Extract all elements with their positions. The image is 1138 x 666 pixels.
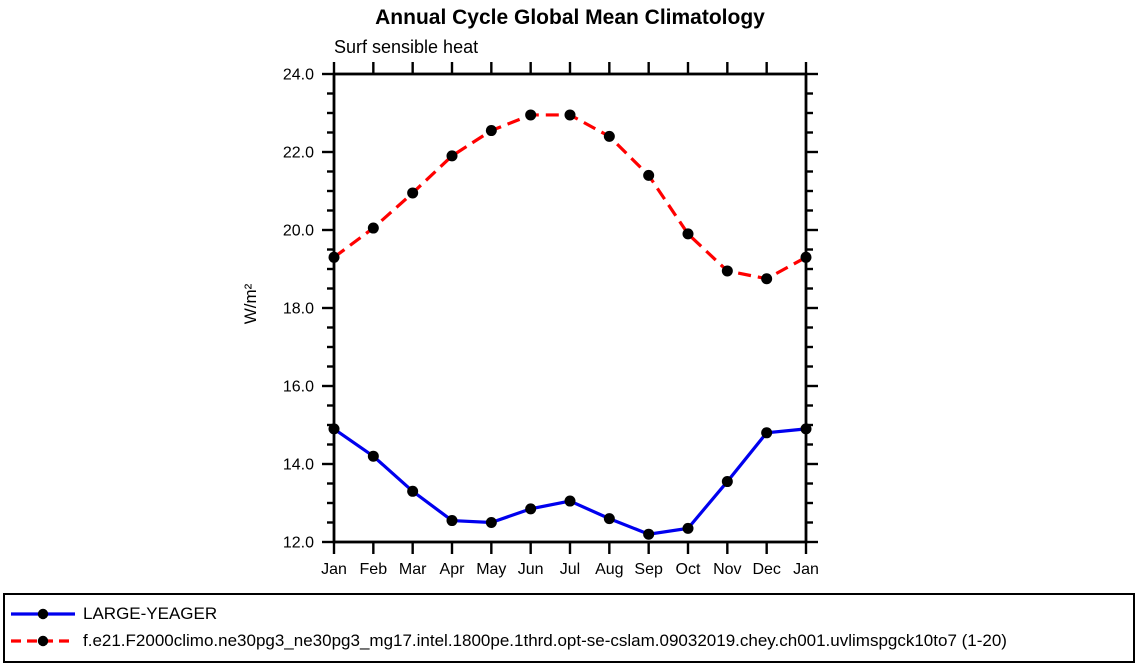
legend-label-model-run: f.e21.F2000climo.ne30pg3_ne30pg3_mg17.in… bbox=[83, 630, 1007, 650]
svg-text:Sep: Sep bbox=[634, 561, 663, 578]
legend-entry-model-run: f.e21.F2000climo.ne30pg3_ne30pg3_mg17.in… bbox=[9, 627, 1133, 654]
svg-text:Jan: Jan bbox=[321, 561, 347, 578]
svg-text:14.0: 14.0 bbox=[283, 457, 314, 474]
chart-canvas: Annual Cycle Global Mean Climatology Sur… bbox=[241, 6, 819, 578]
legend-sample-dashed-red bbox=[11, 635, 75, 646]
chart-subtitle: Surf sensible heat bbox=[334, 37, 478, 57]
svg-text:Nov: Nov bbox=[713, 561, 741, 578]
svg-text:16.0: 16.0 bbox=[283, 379, 314, 396]
svg-text:Jan: Jan bbox=[793, 561, 819, 578]
x-tick-labels: Jan Feb Mar Apr May Jun Jul Aug Sep Oct Nov Dec Jan bbox=[321, 561, 819, 578]
svg-text:22.0: 22.0 bbox=[283, 145, 314, 162]
svg-text:Mar: Mar bbox=[399, 561, 427, 578]
svg-text:May: May bbox=[476, 561, 506, 578]
legend-marker-dot-icon bbox=[37, 635, 49, 646]
series bbox=[328, 109, 812, 540]
legend-box: LARGE-YEAGER f.e21.F2000climo.ne30pg3_ne… bbox=[3, 593, 1135, 663]
svg-text:Feb: Feb bbox=[360, 561, 388, 578]
svg-text:Dec: Dec bbox=[752, 561, 780, 578]
svg-text:Jun: Jun bbox=[518, 561, 544, 578]
legend-sample-solid-blue bbox=[11, 608, 75, 619]
y-axis-label: W/m² bbox=[241, 283, 260, 324]
svg-text:Apr: Apr bbox=[440, 561, 466, 578]
legend-entry-large-yeager: LARGE-YEAGER bbox=[9, 600, 1133, 627]
svg-text:12.0: 12.0 bbox=[283, 535, 314, 552]
y-tick-labels: 12.0 14.0 16.0 18.0 20.0 22.0 24.0 bbox=[283, 67, 314, 552]
svg-text:20.0: 20.0 bbox=[283, 223, 314, 240]
chart-title: Annual Cycle Global Mean Climatology bbox=[375, 6, 765, 29]
svg-text:18.0: 18.0 bbox=[283, 301, 314, 318]
plot-frame bbox=[332, 72, 808, 544]
svg-text:Aug: Aug bbox=[595, 561, 623, 578]
legend-label-large-yeager: LARGE-YEAGER bbox=[83, 603, 218, 623]
svg-text:24.0: 24.0 bbox=[283, 67, 314, 84]
svg-text:Oct: Oct bbox=[676, 561, 701, 578]
axis-ticks bbox=[322, 62, 818, 554]
svg-text:Jul: Jul bbox=[560, 561, 580, 578]
legend-marker-dot-icon bbox=[37, 608, 49, 619]
